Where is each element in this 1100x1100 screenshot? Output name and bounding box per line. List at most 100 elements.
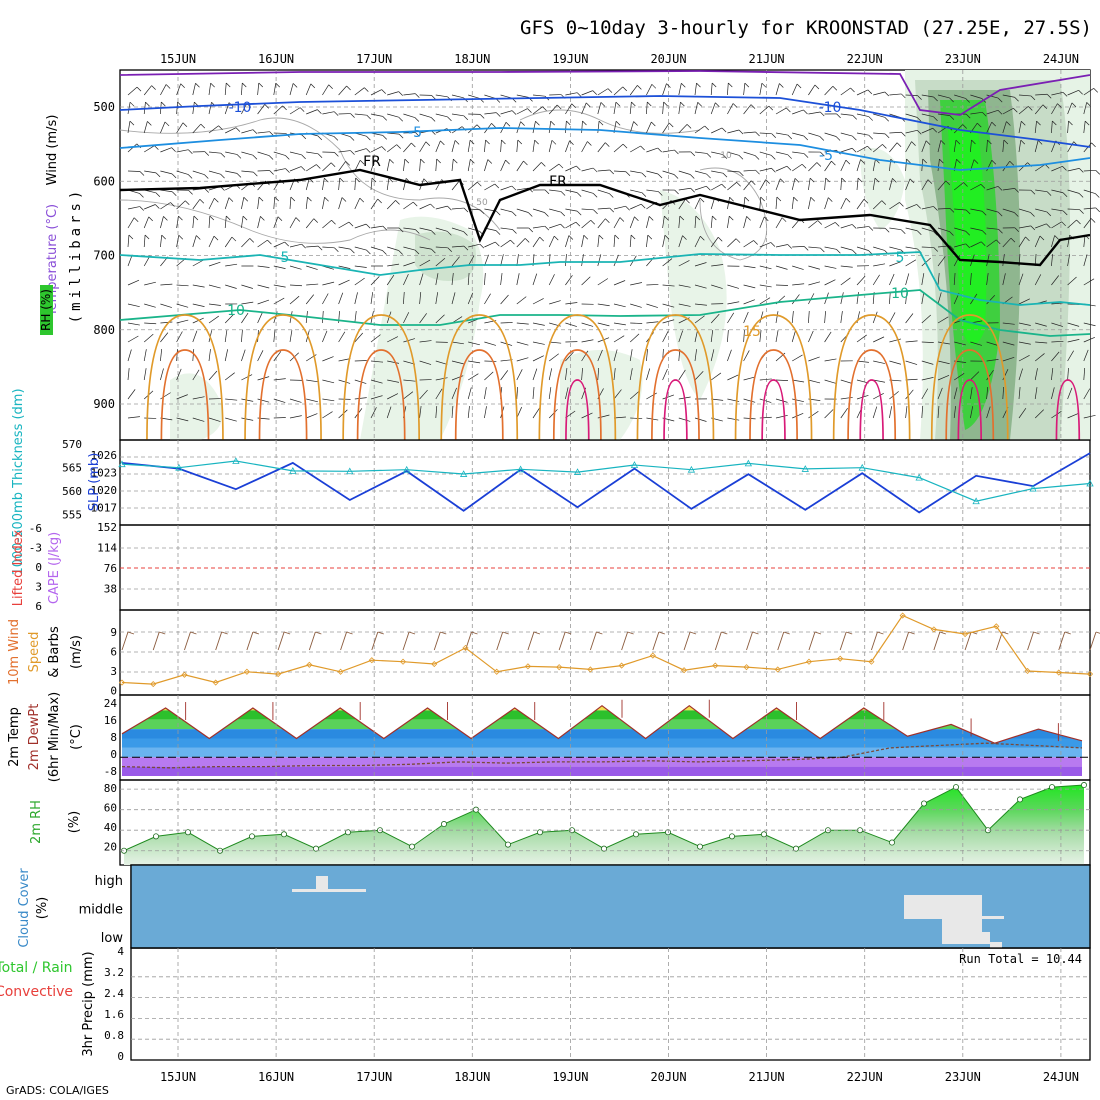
ylabel-temp2m: 2m DewPt: [27, 704, 42, 771]
precip-tick: 1.6: [104, 1008, 124, 1021]
pressure-tick: 700: [93, 249, 115, 263]
precip-tick: 0: [117, 1050, 124, 1063]
wind-speed-point: [649, 652, 656, 659]
ylabel-li: Lifted Index: [11, 529, 26, 606]
wind-speed-point: [556, 664, 563, 671]
contour-label: FR: [363, 154, 381, 170]
bottom-day-label: 18JUN: [454, 1070, 490, 1084]
ylabel-precip-conv: Convective: [0, 984, 73, 1000]
wind-speed-point: [337, 668, 344, 675]
cloud-row-label: low: [101, 931, 124, 946]
cape-tick: 38: [104, 583, 117, 596]
bottom-day-label: 21JUN: [749, 1070, 785, 1084]
slp-panel: [118, 439, 1094, 526]
wind-barb: [808, 631, 816, 651]
wind-tick: 0: [110, 685, 117, 698]
wind-barb: [933, 631, 941, 651]
wind-barb: [1027, 631, 1034, 651]
bottom-day-label: 23JUN: [945, 1070, 981, 1084]
wind-speed-point: [493, 668, 500, 675]
rh-point: [729, 833, 736, 840]
wind-speed-point: [306, 661, 313, 668]
thickness-line: [121, 460, 1091, 502]
rh-point: [504, 841, 511, 848]
temp-band: [122, 757, 1082, 767]
rh-tick: 20: [104, 841, 117, 854]
wind-speed-point: [368, 657, 375, 664]
wind-barb: [371, 631, 379, 651]
contour-label: -10: [819, 100, 842, 116]
temp-tick: 8: [110, 731, 117, 744]
rh-point: [761, 831, 768, 838]
cloud-block: [976, 932, 990, 944]
temp-band: [122, 738, 1082, 748]
bottom-day-label: 24JUN: [1043, 1070, 1079, 1084]
wind-speed-point: [431, 660, 438, 668]
rh-tick: 60: [104, 802, 117, 815]
thickness-tick: 565: [62, 462, 82, 475]
bottom-day-label: 15JUN: [160, 1070, 196, 1084]
ylabel-rh2m-unit: (%): [67, 811, 82, 834]
thickness-point: [346, 467, 354, 475]
top-day-label: 16JUN: [258, 52, 294, 66]
ylabel-wind10: 10m Wind: [7, 619, 22, 685]
ylabel-wind: Wind (m/s): [45, 115, 60, 186]
thickness-point: [1086, 479, 1094, 487]
wind-speed-point: [899, 612, 906, 619]
cloud-block: [990, 942, 1002, 948]
ylabel-millibars: (millibars): [68, 187, 84, 324]
wind-speed-point: [774, 666, 781, 673]
top-day-label: 23JUN: [945, 52, 981, 66]
dewpoint-line: [121, 742, 1083, 769]
pressure-tick: 500: [93, 100, 115, 114]
wind-speed-point: [930, 626, 937, 633]
wind-barb: [714, 631, 722, 651]
temp-tick: 16: [104, 714, 117, 727]
thickness-point: [630, 461, 639, 468]
wind-barb: [246, 631, 254, 651]
precip-tick: 3.2: [104, 966, 124, 979]
wind-barb: [527, 631, 535, 651]
wind-barb: [308, 631, 316, 651]
rh-point: [312, 845, 319, 852]
contour-label: -5: [408, 125, 422, 141]
rh-point: [248, 833, 255, 840]
wind-speed-point: [399, 658, 407, 665]
slp-tick: 1023: [91, 467, 118, 480]
slp-line: [121, 452, 1091, 514]
thickness-point: [175, 463, 183, 471]
rh-point: [633, 831, 640, 838]
thickness-point: [516, 465, 525, 473]
wind-speed-point: [587, 666, 594, 673]
wind-speed-point: [868, 658, 875, 665]
wind-barb: [652, 631, 660, 651]
li-tick: -6: [29, 522, 42, 535]
ylabel-temp2m: (6hr Min/Max): [47, 692, 62, 782]
thickness-tick: 555: [62, 509, 82, 522]
wind-barb: [995, 631, 1003, 651]
bottom-day-labels: 15JUN 16JUN 17JUN 18JUN 19JUN 20JUN 21JUN 22JUN…: [160, 1070, 1079, 1084]
wind-barb: [964, 631, 972, 651]
thickness-point: [459, 470, 468, 477]
wind-barb: [402, 631, 410, 651]
wind-speed-point: [618, 662, 625, 669]
temp-band: [122, 710, 1082, 720]
credit-text: GrADS: COLA/IGES: [6, 1084, 109, 1097]
wind-barb: [1089, 631, 1097, 651]
contour-label: 5: [281, 250, 290, 266]
cloud-block: [904, 895, 982, 919]
contour-label: FR: [549, 174, 567, 190]
rh-point: [921, 800, 928, 807]
wind-speed-point: [524, 663, 532, 670]
wind-speed-point: [118, 679, 126, 686]
thickness-point: [687, 465, 696, 473]
thickness-point: [744, 459, 753, 467]
wind-barb: [152, 631, 160, 651]
temp-line: [121, 704, 1083, 744]
cloud-row-label: high: [95, 874, 123, 889]
precip-tick: 4: [117, 945, 124, 958]
temp-band: [122, 729, 1082, 739]
rh-point: [1049, 784, 1056, 791]
bottom-day-label: 16JUN: [258, 1070, 294, 1084]
li-tick: 3: [35, 581, 42, 594]
